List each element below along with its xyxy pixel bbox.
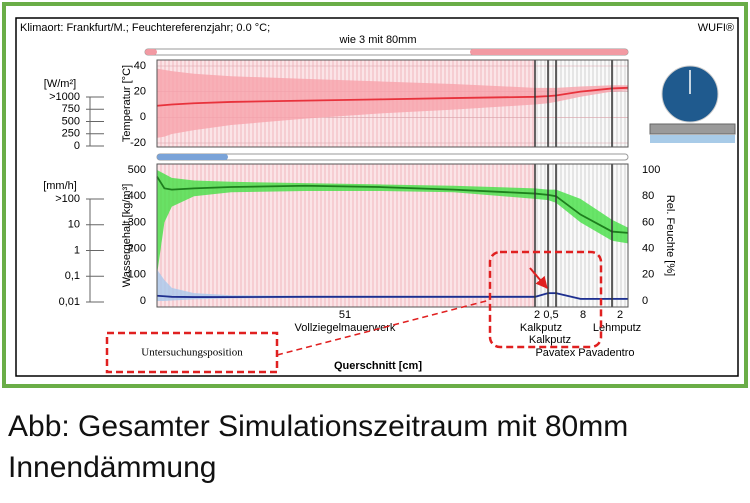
timeline-fill [157, 154, 228, 160]
data-line [156, 292, 628, 300]
date-box [650, 135, 735, 143]
layer-bg [612, 60, 628, 147]
plot-frame [156, 163, 629, 308]
scale-tick-label: 0 [74, 140, 80, 152]
header-right: WUFI® [698, 22, 734, 34]
scale-tick-label: >1000 [49, 91, 80, 103]
layer-thickness: 8 [580, 309, 586, 321]
annotation-line [276, 299, 491, 356]
annotation-text: Untersuchungsposition [141, 347, 243, 359]
data-line [156, 176, 629, 234]
annotation-arrow [529, 267, 548, 289]
caption-line: Abb: Gesamter Simulationszeitraum mit 80… [8, 410, 628, 443]
caption-line: Innendämmung [8, 451, 216, 484]
range-band [157, 68, 628, 138]
scale-tick-label: 750 [62, 103, 80, 115]
highlight-box [488, 250, 603, 349]
range-band [157, 170, 628, 275]
scale-tick-label: 1 [74, 244, 80, 256]
scale-tick-label: 10 [68, 219, 80, 231]
layer-thickness: 2 [617, 309, 623, 321]
scale-tick-label: 0,01 [59, 296, 80, 308]
plot-frame [156, 59, 629, 148]
layer-bg [556, 164, 612, 307]
scale-label: [mm/h] [43, 180, 77, 192]
layer-thickness: 2 [534, 309, 540, 321]
y2-tick-label: 20 [642, 269, 654, 281]
timeline-fill [470, 49, 628, 55]
y2-tick-label: 40 [642, 243, 654, 255]
scale-tick-label: 0,1 [65, 270, 80, 282]
y-axis-label: Wassergehalt [kg/m³] [121, 184, 133, 288]
y-tick-label: 0 [140, 111, 146, 123]
data-line [156, 86, 629, 107]
y-tick-label: 0 [140, 295, 146, 307]
scale-tick-label: 250 [62, 128, 80, 140]
annotation-box [105, 331, 279, 374]
layer-name: Kalkputz [520, 322, 562, 334]
y2-tick-label: 100 [642, 164, 660, 176]
date-box [649, 123, 736, 135]
y-tick-label: 100 [128, 269, 146, 281]
y-tick-label: 200 [128, 243, 146, 255]
y2-axis-label: Rel. Feuchte [%] [664, 195, 676, 276]
y-tick-label: 500 [128, 164, 146, 176]
y-axis-label: Temperatur [°C] [121, 65, 133, 142]
layer-thickness: 0,5 [543, 309, 558, 321]
y-tick-label: 300 [128, 216, 146, 228]
y2-tick-label: 0 [642, 295, 648, 307]
layer-name: Vollziegelmauerwerk [295, 322, 396, 334]
y2-tick-label: 80 [642, 190, 654, 202]
y-tick-label: -20 [130, 137, 146, 149]
header-left: Klimaort: Frankfurt/M.; Feuchtereferenzj… [20, 22, 270, 34]
y-tick-label: 20 [134, 86, 146, 98]
y-tick-label: 400 [128, 190, 146, 202]
layer-name: Pavatex Pavadentro [535, 347, 634, 359]
timeline-fill [145, 49, 157, 55]
x-axis-label: Querschnitt [cm] [334, 360, 422, 372]
y2-tick-label: 60 [642, 216, 654, 228]
scale-label: [W/m²] [44, 78, 76, 90]
layer-name: Kalkputz [529, 334, 571, 346]
scale-tick-label: >100 [55, 193, 80, 205]
layer-bg [556, 60, 612, 147]
scale-tick-label: 500 [62, 115, 80, 127]
layer-name: Lehmputz [593, 322, 641, 334]
subtitle: wie 3 mit 80mm [338, 34, 416, 46]
layer-bg [548, 60, 556, 147]
layer-bg [548, 164, 556, 307]
layer-thickness: 51 [339, 309, 351, 321]
y-tick-label: 40 [134, 60, 146, 72]
